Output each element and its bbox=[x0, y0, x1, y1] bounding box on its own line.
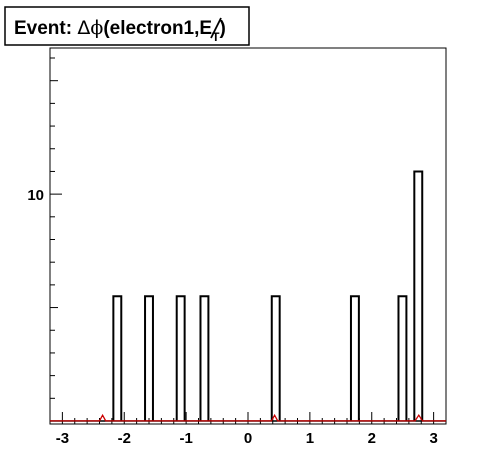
title-met: E bbox=[199, 18, 212, 39]
x-axis: -3 -2 -1 0 1 2 3 bbox=[49, 412, 447, 447]
histogram-bin bbox=[175, 295, 186, 421]
x-tick-label: -2 bbox=[118, 430, 131, 447]
histogram-bin bbox=[413, 170, 424, 421]
met-slash-mark bbox=[210, 17, 222, 39]
title-delta: Δ bbox=[77, 17, 90, 39]
title-phi: ϕ bbox=[90, 17, 103, 39]
red-curve-series bbox=[50, 413, 446, 422]
x-tick-label: 2 bbox=[368, 430, 376, 447]
histogram-bin bbox=[199, 295, 210, 421]
y-tick-label: 10 bbox=[27, 187, 44, 204]
histogram-bin bbox=[349, 295, 360, 421]
histogram-bin bbox=[144, 295, 154, 421]
x-tick-label: -1 bbox=[179, 430, 192, 447]
histogram-bin bbox=[112, 295, 123, 421]
title-open: (electron1, bbox=[103, 18, 199, 39]
title-met-subscript: T bbox=[212, 30, 220, 44]
title-box-frame bbox=[4, 6, 250, 46]
title-close: ) bbox=[219, 18, 225, 39]
x-tick-label: 3 bbox=[429, 430, 437, 447]
histogram-bin bbox=[270, 295, 281, 421]
histogram-bin bbox=[397, 295, 408, 421]
y-axis: 10 bbox=[27, 57, 62, 422]
x-tick-label: 0 bbox=[244, 430, 252, 447]
title-box: Event: Δϕ(electron1,ET) bbox=[4, 6, 250, 46]
x-tick-label: 1 bbox=[306, 430, 314, 447]
red-curve-line bbox=[50, 413, 446, 422]
x-tick-label: -3 bbox=[56, 430, 69, 447]
chart-title: Event: Δϕ(electron1,ET) bbox=[14, 17, 226, 44]
title-prefix: Event: bbox=[14, 18, 77, 39]
